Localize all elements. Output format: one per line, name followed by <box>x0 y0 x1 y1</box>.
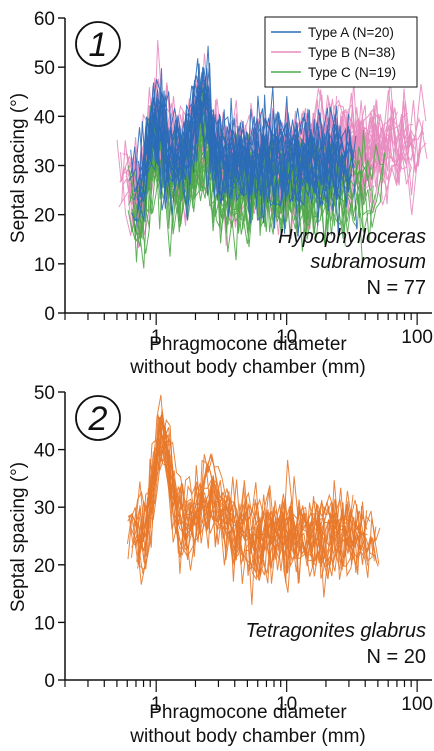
legend-label-type-a: Type A (N=20) <box>308 25 394 40</box>
y-tick-label: 10 <box>34 613 55 634</box>
panel-2-chart: 0 10 20 30 40 50 1 10 100 2 Tetragonites glabru… <box>8 383 433 747</box>
y-tick-label: 40 <box>34 441 55 462</box>
panel-1-species-line2: subramosum <box>310 251 426 273</box>
legend-label-type-c: Type C (N=19) <box>308 65 396 80</box>
y-tick-label: 60 <box>34 9 55 30</box>
legend-label-type-b: Type B (N=38) <box>308 45 395 60</box>
series-line-specimen <box>137 425 375 576</box>
panel-1-series-lines <box>116 39 428 269</box>
y-tick-label: 20 <box>34 206 55 227</box>
series-line-a <box>131 95 352 224</box>
x-tick-label: 100 <box>401 327 433 348</box>
panel-1-number-circle <box>75 21 121 67</box>
series-line-specimen <box>127 421 362 560</box>
panel-1-n-count: N = 77 <box>367 277 426 299</box>
panel-1-x-ticks: 1 10 100 <box>64 313 433 348</box>
series-line-specimen <box>127 433 371 559</box>
panel-2-x-axis-title-line1: Phragmocone diameter <box>149 702 347 723</box>
panel-2-n-count: N = 20 <box>367 646 426 668</box>
panel-2-y-axis-title: Septal spacing (°) <box>8 462 29 612</box>
series-line-a <box>130 72 357 204</box>
series-line-specimen <box>139 441 380 583</box>
x-tick-label: 100 <box>401 694 433 715</box>
x-tick-label: 1 <box>151 694 162 715</box>
series-line-specimen <box>133 414 376 565</box>
panel-1-legend: Type A (N=20) Type B (N=38) Type C (N=19… <box>264 16 418 88</box>
panel-2-species: Tetragonites glabrus <box>246 620 427 642</box>
panel-1-number: 1 <box>89 26 108 64</box>
panel-1-x-axis-title-line1: Phragmocone diameter <box>149 334 347 355</box>
series-line-a <box>139 90 355 212</box>
y-tick-label: 50 <box>34 383 55 404</box>
y-tick-label: 30 <box>34 498 55 519</box>
x-tick-label: 1 <box>151 327 162 348</box>
y-tick-label: 10 <box>34 255 55 276</box>
x-tick-label: 10 <box>276 327 297 348</box>
panel-2-y-ticks: 0 10 20 30 40 50 <box>34 383 65 692</box>
series-line-specimen <box>133 394 368 571</box>
series-line-a <box>139 85 353 216</box>
y-tick-label: 0 <box>44 671 55 692</box>
x-tick-label: 10 <box>276 694 297 715</box>
panel-2-number-circle <box>75 395 121 441</box>
y-tick-label: 40 <box>34 107 55 128</box>
panel-2-number: 2 <box>88 400 108 438</box>
panel-2-x-axis-title-line2: without body chamber (mm) <box>129 726 365 747</box>
y-tick-label: 20 <box>34 556 55 577</box>
panel-1-y-ticks: 0 10 20 30 40 50 60 <box>34 9 65 325</box>
y-tick-label: 0 <box>44 304 55 325</box>
panel-2-series-lines <box>126 394 381 605</box>
panel-1-species-line1: Hypophylloceras <box>278 226 426 248</box>
y-tick-label: 50 <box>34 58 55 79</box>
panel-2-x-ticks: 1 10 100 <box>64 680 433 715</box>
panel-1-y-axis-title: Septal spacing (°) <box>8 93 29 243</box>
y-tick-label: 30 <box>34 157 55 178</box>
series-line-c <box>140 133 330 238</box>
panel-1-x-axis-title-line2: without body chamber (mm) <box>129 357 365 378</box>
panel-1-chart: 0 10 20 30 40 50 60 1 10 100 1 Type A (N=20) Typ… <box>8 9 433 378</box>
